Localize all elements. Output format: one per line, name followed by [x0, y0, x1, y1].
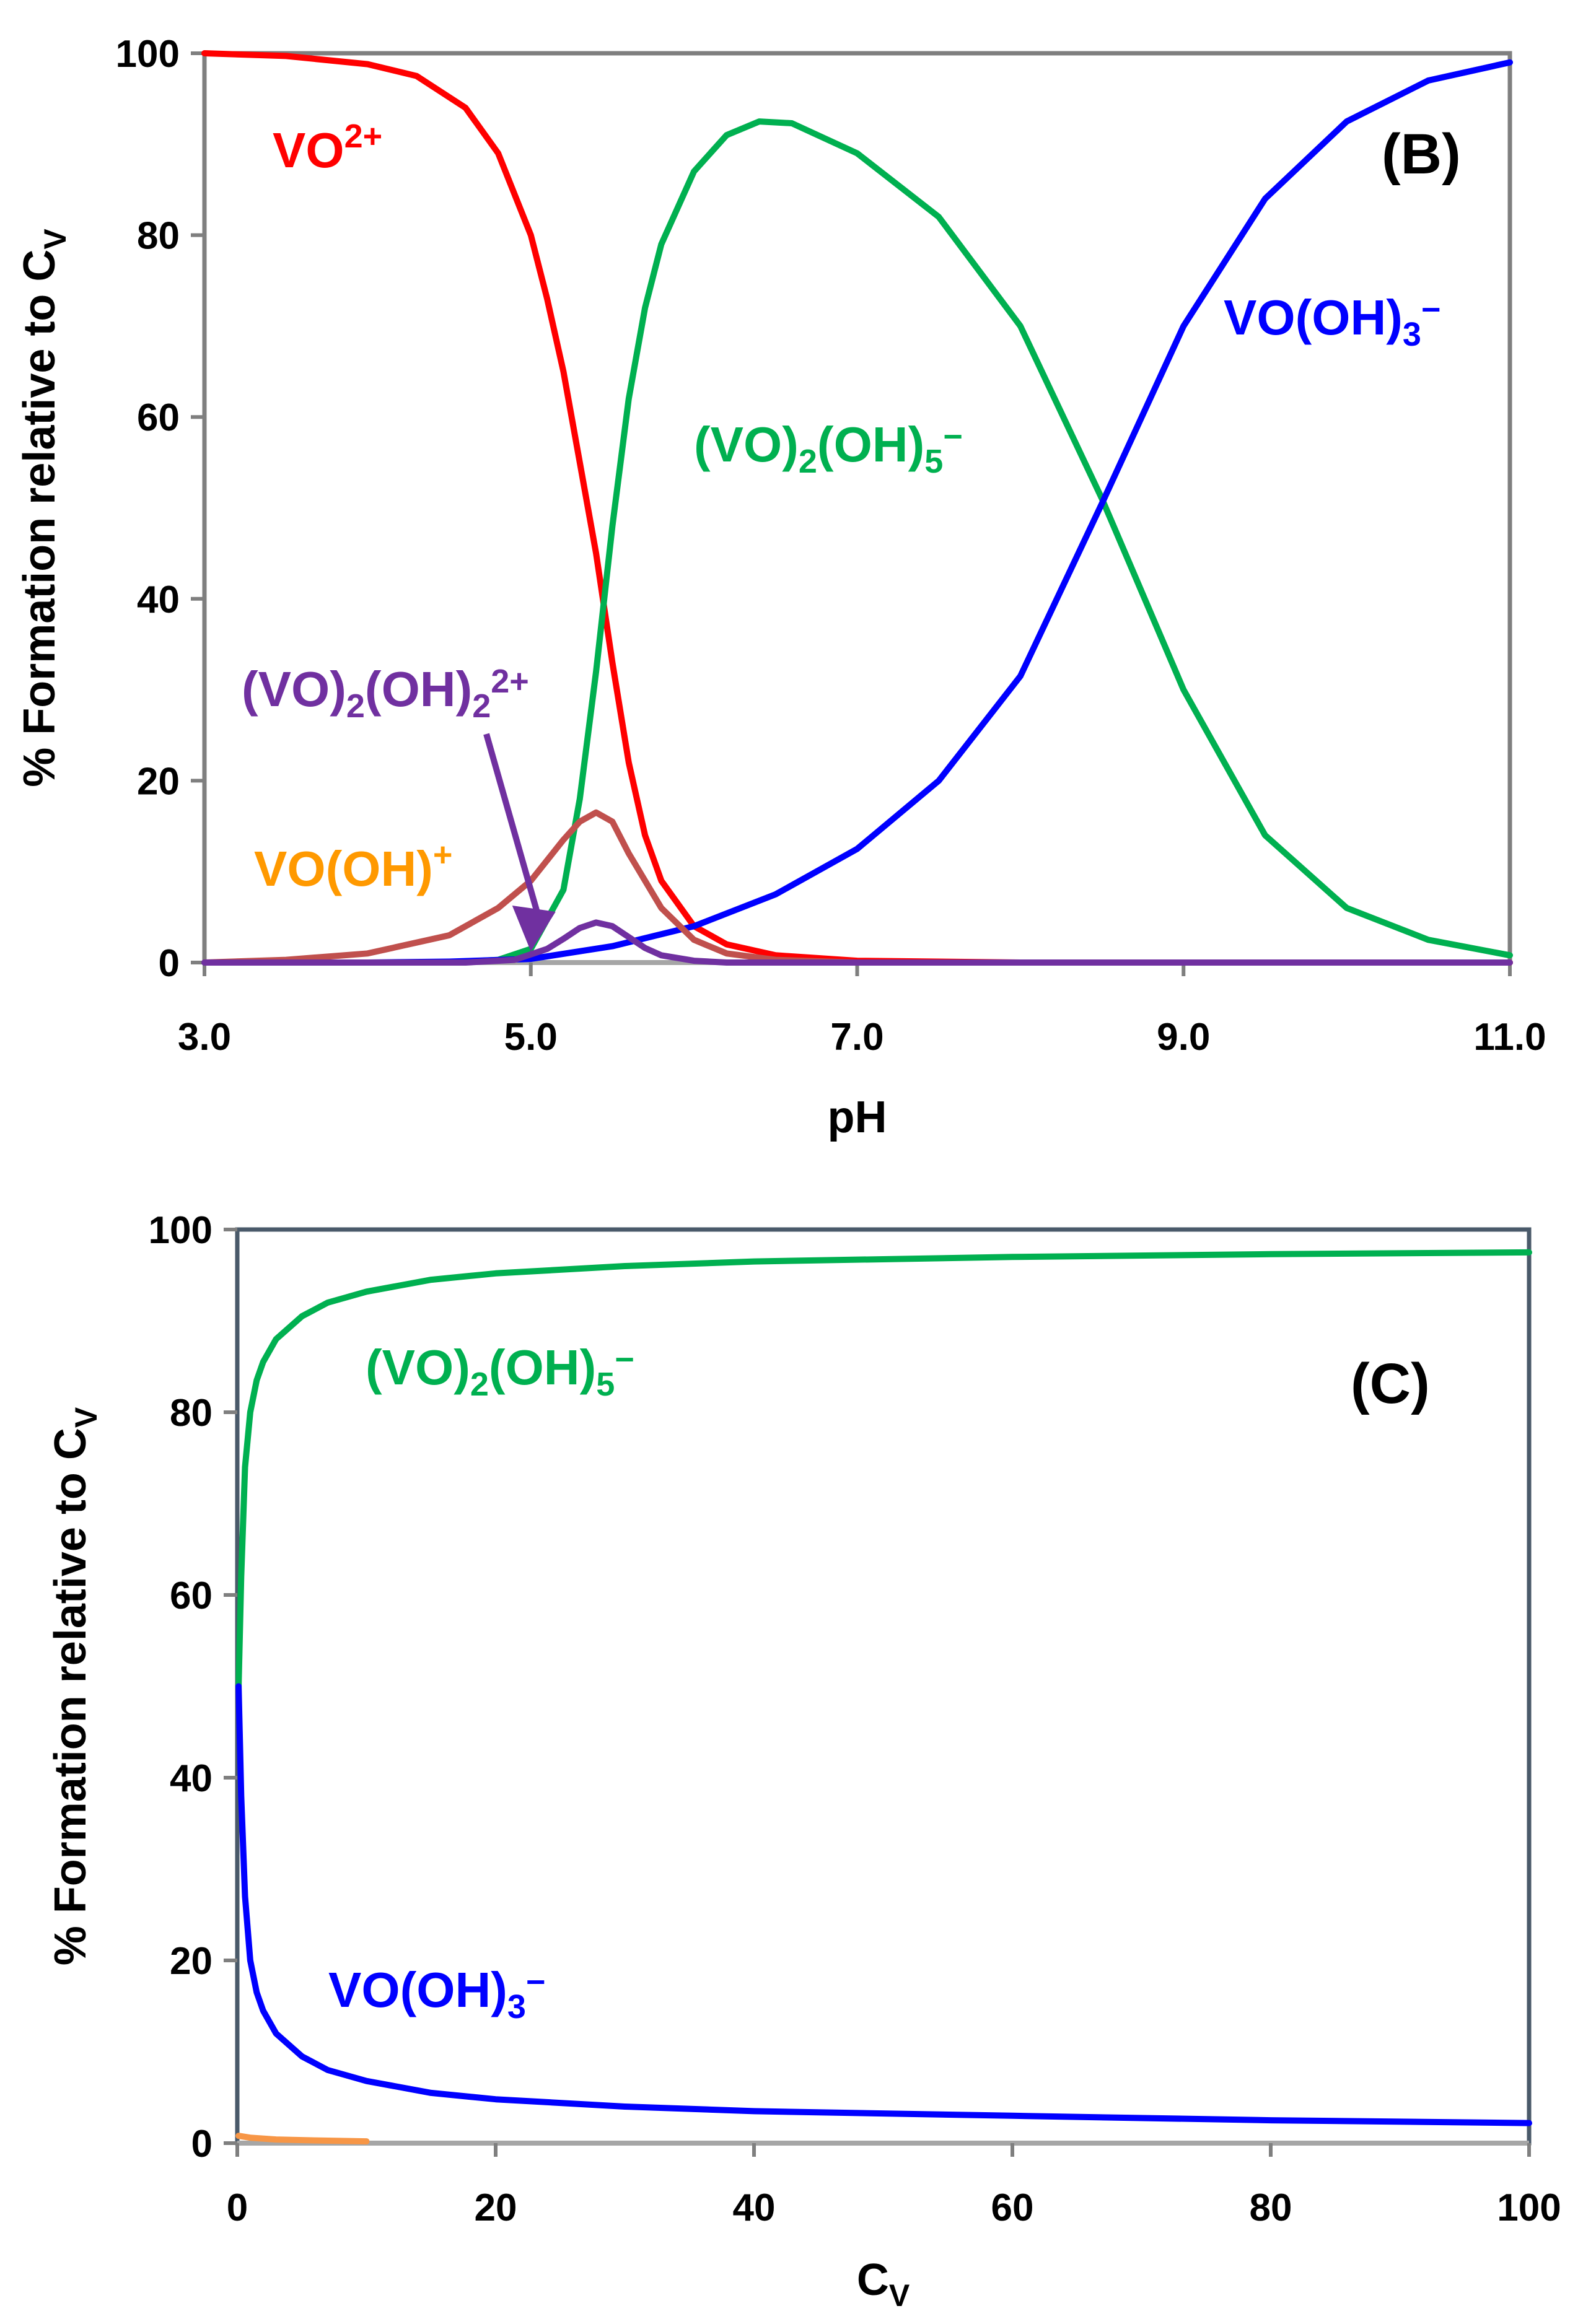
panel-label: (C) — [1351, 1352, 1430, 1415]
series-label-dimer2: (VO)2(OH)22+ — [242, 662, 529, 725]
series-label-dimer2-part: 2 — [346, 688, 365, 725]
series-label-sup: + — [433, 836, 453, 873]
y-tick-label: 20 — [137, 760, 180, 803]
series-label-dimer5: (VO)2(OH)5− — [366, 1340, 634, 1403]
series-label-voohplus: VO(OH)+ — [254, 836, 452, 896]
x-tick-label: 7.0 — [830, 1016, 884, 1059]
series-label-dimer5-part: 2 — [799, 443, 817, 480]
series-line-vooh3 — [201, 59, 1513, 966]
series-label-dimer2-part: 2 — [472, 688, 491, 725]
x-tick-label: 80 — [1250, 2186, 1292, 2229]
series-label-vooh3: VO(OH)3− — [1224, 290, 1440, 353]
series-label-dimer5-part: − — [615, 1341, 634, 1378]
y-axis-label: % Formation relative to CV — [15, 229, 72, 787]
x-axis-label: pH — [828, 1093, 887, 1142]
series-line-voohplus — [235, 2133, 370, 2145]
series-label-dimer5-part: (OH) — [489, 1340, 596, 1395]
series-label-dimer2-part: (OH) — [365, 662, 472, 717]
y-axis-label-main: % Formation relative to C — [46, 1428, 95, 1965]
y-axis-label-main: % Formation relative to C — [15, 250, 64, 787]
y-tick-label: 100 — [116, 33, 180, 76]
series-line-voohplus — [201, 809, 1513, 966]
series-label-vooh3: VO(OH)3− — [328, 1962, 545, 2025]
y-tick-label: 40 — [137, 579, 180, 621]
y-tick-label: 100 — [149, 1209, 213, 1252]
chart-panel-b: 0 20 40 60 80 100 3.0 5.0 7.0 9.0 11.0 pH % Formatio… — [15, 33, 1546, 1142]
x-tick-label: 5.0 — [504, 1016, 558, 1059]
x-tick-label: 100 — [1497, 2186, 1561, 2229]
series-label-vooh3-part: − — [526, 1964, 546, 2001]
x-tick-label: 11.0 — [1473, 1016, 1546, 1059]
x-axis-label: CV — [857, 2255, 910, 2313]
series-line-dimer2 — [201, 919, 1513, 966]
y-tick-label: 40 — [170, 1757, 213, 1800]
series-label-dimer5-part: (OH) — [817, 417, 924, 472]
x-tick-label: 0 — [227, 2186, 248, 2229]
series-label-vooh3-part: 3 — [507, 1988, 526, 2025]
x-tick-label: 9.0 — [1157, 1016, 1210, 1059]
series-label-main: VO — [273, 123, 344, 178]
series-line-dimer5 — [201, 118, 1513, 966]
x-axis-label-main: C — [857, 2255, 889, 2305]
x-tick-label: 60 — [991, 2186, 1034, 2229]
x-axis-label-sub: V — [889, 2278, 910, 2313]
x-tick-label: 40 — [733, 2186, 776, 2229]
series-label-dimer5-part: (VO) — [694, 417, 799, 472]
series-label-sup: 2+ — [344, 118, 383, 155]
y-tick-label: 60 — [170, 1575, 213, 1617]
y-tick-label: 20 — [170, 1940, 213, 1983]
y-axis-label-sub: V — [69, 1407, 103, 1428]
series-label-dimer5: (VO)2(OH)5− — [694, 417, 963, 480]
series-label-vooh3-part: VO(OH) — [1224, 290, 1403, 345]
x-tick-label: 3.0 — [178, 1016, 231, 1059]
series-label-dimer5-part: (VO) — [366, 1340, 470, 1395]
series-label-dimer5-part: 2 — [470, 1366, 489, 1403]
series-line-dimer5 — [235, 1249, 1532, 1690]
annotation-arrow-shaft — [483, 733, 540, 913]
series-label-main: VO(OH) — [254, 841, 433, 896]
y-tick-label: 0 — [159, 942, 180, 985]
series-label-dimer2-part: 2+ — [491, 663, 529, 700]
series-label-vooh3-part: 3 — [1403, 316, 1421, 353]
y-tick-label: 0 — [191, 2123, 213, 2165]
series-label-dimer5-part: − — [943, 418, 963, 455]
x-tick-label: 20 — [475, 2186, 517, 2229]
plot-frame — [202, 51, 1512, 965]
series-label-dimer5-part: 5 — [924, 443, 943, 480]
series-label-vo2: VO2+ — [273, 118, 382, 178]
y-axis-label: % Formation relative to CV — [46, 1407, 103, 1965]
panel-label: (B) — [1382, 123, 1461, 186]
y-tick-label: 60 — [137, 396, 180, 439]
series-label-dimer5-part: 5 — [596, 1366, 615, 1403]
series-label-vooh3-part: VO(OH) — [328, 1962, 507, 2017]
y-tick-label: 80 — [137, 215, 180, 258]
y-tick-label: 80 — [170, 1392, 213, 1435]
annotation-arrow-head — [512, 905, 556, 951]
series-label-vooh3-part: − — [1421, 291, 1441, 328]
series-label-dimer2-part: (VO) — [242, 662, 346, 717]
series-line-vo2 — [201, 50, 1513, 966]
series-line-vooh3 — [235, 1683, 1532, 2126]
y-axis-label-sub: V — [38, 229, 72, 250]
